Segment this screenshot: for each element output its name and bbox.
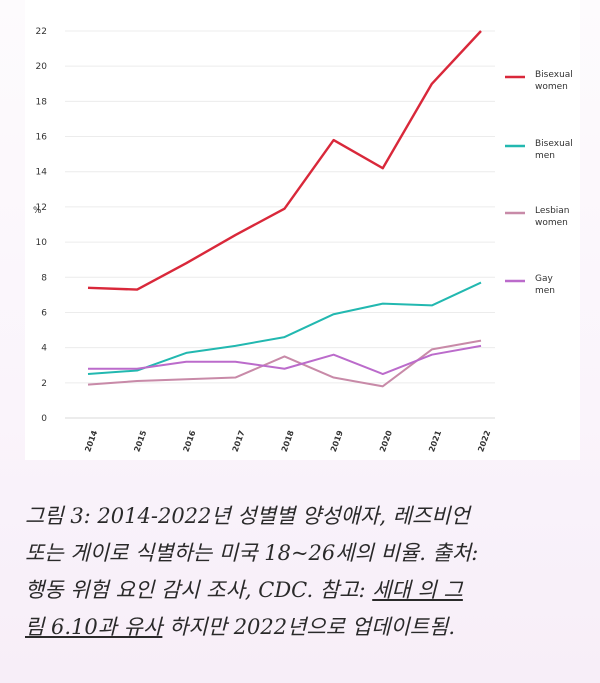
figure-caption: 그림 3: 2014-2022년 성별별 양성애자, 레즈비언 또는 게이로 식… bbox=[25, 498, 585, 646]
y-tick-label: 6 bbox=[41, 308, 47, 318]
legend-label: Gay bbox=[535, 274, 553, 284]
legend-label: women bbox=[535, 82, 568, 92]
x-tick-label: 2022 bbox=[476, 429, 492, 453]
caption-text-end: 하지만 2022년으로 업데이트됨. bbox=[162, 615, 456, 639]
y-tick-label: 0 bbox=[41, 414, 47, 424]
legend-label: men bbox=[535, 151, 555, 161]
x-tick-label: 2021 bbox=[427, 429, 443, 453]
x-tick-label: 2016 bbox=[182, 429, 198, 453]
caption-line-1: 그림 3: 2014-2022년 성별별 양성애자, 레즈비언 bbox=[25, 504, 470, 528]
x-tick-label: 2019 bbox=[329, 429, 345, 453]
y-tick-label: 20 bbox=[36, 62, 48, 72]
chart-panel: 0 2 4 6 8 10 12 14 16 18 20 22 2014 2015 2016 2017 2018… bbox=[25, 0, 580, 460]
y-tick-label: 14 bbox=[36, 168, 48, 178]
y-tick-label: 2 bbox=[41, 379, 47, 389]
caption-link-part-2[interactable]: 림 6.10과 유사 bbox=[25, 615, 163, 639]
caption-line-4: 림 6.10과 유사 하지만 2022년으로 업데이트됨. bbox=[25, 609, 585, 646]
caption-line-3: 행동 위험 요인 감시 조사, CDC. 참고: 세대 의 그 bbox=[25, 572, 585, 609]
y-tick-label: 8 bbox=[41, 273, 47, 283]
legend-label: Lesbian bbox=[535, 206, 570, 216]
y-tick-label: 12 bbox=[36, 203, 47, 213]
y-axis-label: % bbox=[33, 206, 42, 216]
caption-line-2: 또는 게이로 식별하는 미국 18~26세의 비율. 출처: bbox=[25, 541, 479, 565]
y-tick-label: 22 bbox=[36, 27, 47, 37]
caption-text: 행동 위험 요인 감시 조사, CDC. 참고: bbox=[25, 578, 373, 602]
legend-label: Bisexual bbox=[535, 139, 573, 149]
y-tick-label: 10 bbox=[36, 238, 48, 248]
y-tick-label: 4 bbox=[41, 344, 47, 354]
x-tick-label: 2018 bbox=[280, 429, 296, 453]
x-tick-label: 2020 bbox=[378, 429, 394, 453]
series-line-bisexual-men bbox=[87, 281, 482, 376]
caption-link-part-1[interactable]: 세대 의 그 bbox=[372, 578, 463, 602]
series-line-gay-men bbox=[88, 344, 482, 376]
x-tick-label: 2014 bbox=[83, 429, 99, 453]
y-tick-label: 16 bbox=[36, 133, 48, 143]
legend-label: men bbox=[535, 286, 555, 296]
series-line-bisexual-women bbox=[87, 30, 482, 291]
x-tick-label: 2015 bbox=[132, 429, 148, 453]
x-tick-label: 2017 bbox=[231, 429, 247, 453]
y-tick-label: 18 bbox=[36, 97, 48, 107]
legend-label: women bbox=[535, 218, 568, 228]
legend-label: Bisexual bbox=[535, 70, 573, 80]
